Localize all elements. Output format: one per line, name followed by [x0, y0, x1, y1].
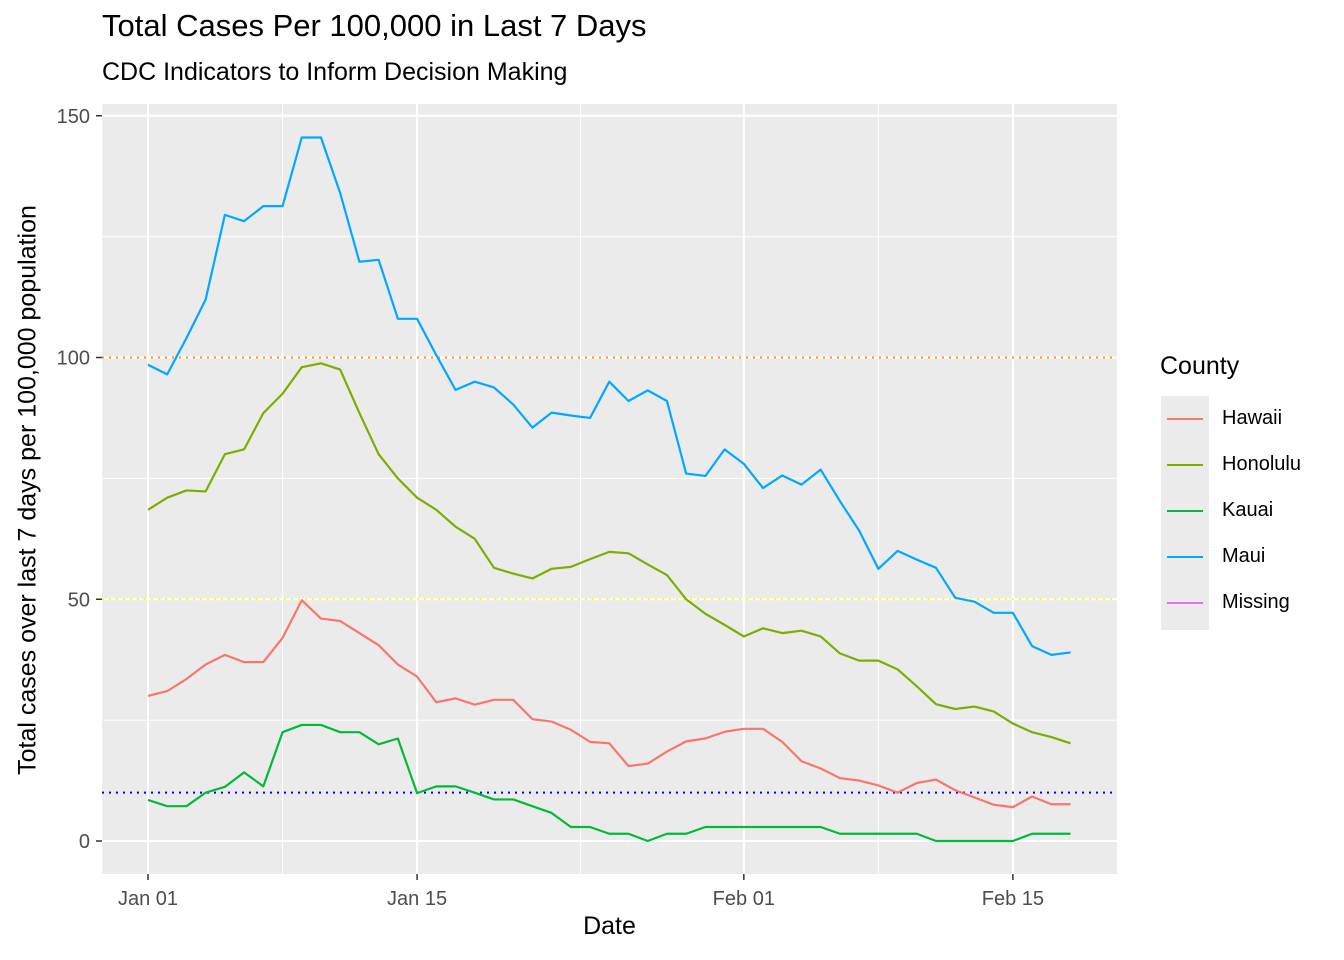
legend-label: Kauai — [1222, 499, 1274, 521]
axes: Jan 01 Jan 15 Feb 01 Feb 15 0 50 100 150 — [57, 106, 1044, 910]
legend-label: Hawaii — [1222, 407, 1283, 429]
legend-items: Hawaii Honolulu Kauai Maui Missing — [1161, 396, 1301, 630]
y-tick-label: 100 — [57, 348, 90, 370]
legend-key — [1161, 488, 1209, 534]
legend-key — [1161, 396, 1209, 442]
x-tick-label: Jan 15 — [387, 888, 447, 910]
legend-label: Missing — [1222, 591, 1290, 613]
series-line-hawaii — [147, 599, 1071, 809]
legend-key — [1161, 580, 1209, 626]
legend-item-honolulu: Honolulu — [1161, 442, 1341, 488]
legend-swatch — [1167, 602, 1203, 604]
y-axis-label: Total cases over last 7 days per 100,000… — [13, 205, 42, 775]
legend-key — [1161, 534, 1209, 580]
legend-item-missing: Missing — [1161, 580, 1341, 626]
y-tick-label: 150 — [57, 106, 90, 128]
series-line-kauai — [147, 723, 1071, 843]
minor-gridlines — [102, 104, 1117, 874]
y-tick-label: 0 — [79, 831, 90, 853]
series-line-maui — [147, 136, 1071, 656]
series-line-honolulu — [147, 362, 1071, 745]
series-lines — [147, 136, 1071, 843]
x-tick-label: Jan 01 — [118, 888, 178, 910]
legend-item-kauai: Kauai — [1161, 488, 1341, 534]
legend-item-hawaii: Hawaii — [1161, 396, 1341, 442]
plot-panel — [102, 104, 1117, 874]
legend: County Hawaii Honolulu Kauai Maui Missing — [1160, 352, 1301, 630]
chart-title: Total Cases Per 100,000 in Last 7 Days — [102, 8, 647, 43]
legend-key — [1161, 442, 1209, 488]
legend-swatch — [1167, 556, 1203, 558]
legend-item-maui: Maui — [1161, 534, 1341, 580]
reference-lines — [102, 356, 1117, 794]
legend-swatch — [1167, 418, 1203, 420]
legend-swatch — [1167, 464, 1203, 466]
x-axis-label: Date — [583, 912, 636, 940]
legend-label: Honolulu — [1222, 453, 1301, 475]
legend-swatch — [1167, 510, 1203, 512]
x-tick-label: Feb 15 — [982, 888, 1044, 910]
legend-title: County — [1160, 352, 1240, 380]
y-tick-label: 50 — [68, 589, 90, 611]
x-tick-label: Feb 01 — [713, 888, 775, 910]
chart-subtitle: CDC Indicators to Inform Decision Making — [102, 58, 568, 86]
legend-label: Maui — [1222, 545, 1266, 567]
